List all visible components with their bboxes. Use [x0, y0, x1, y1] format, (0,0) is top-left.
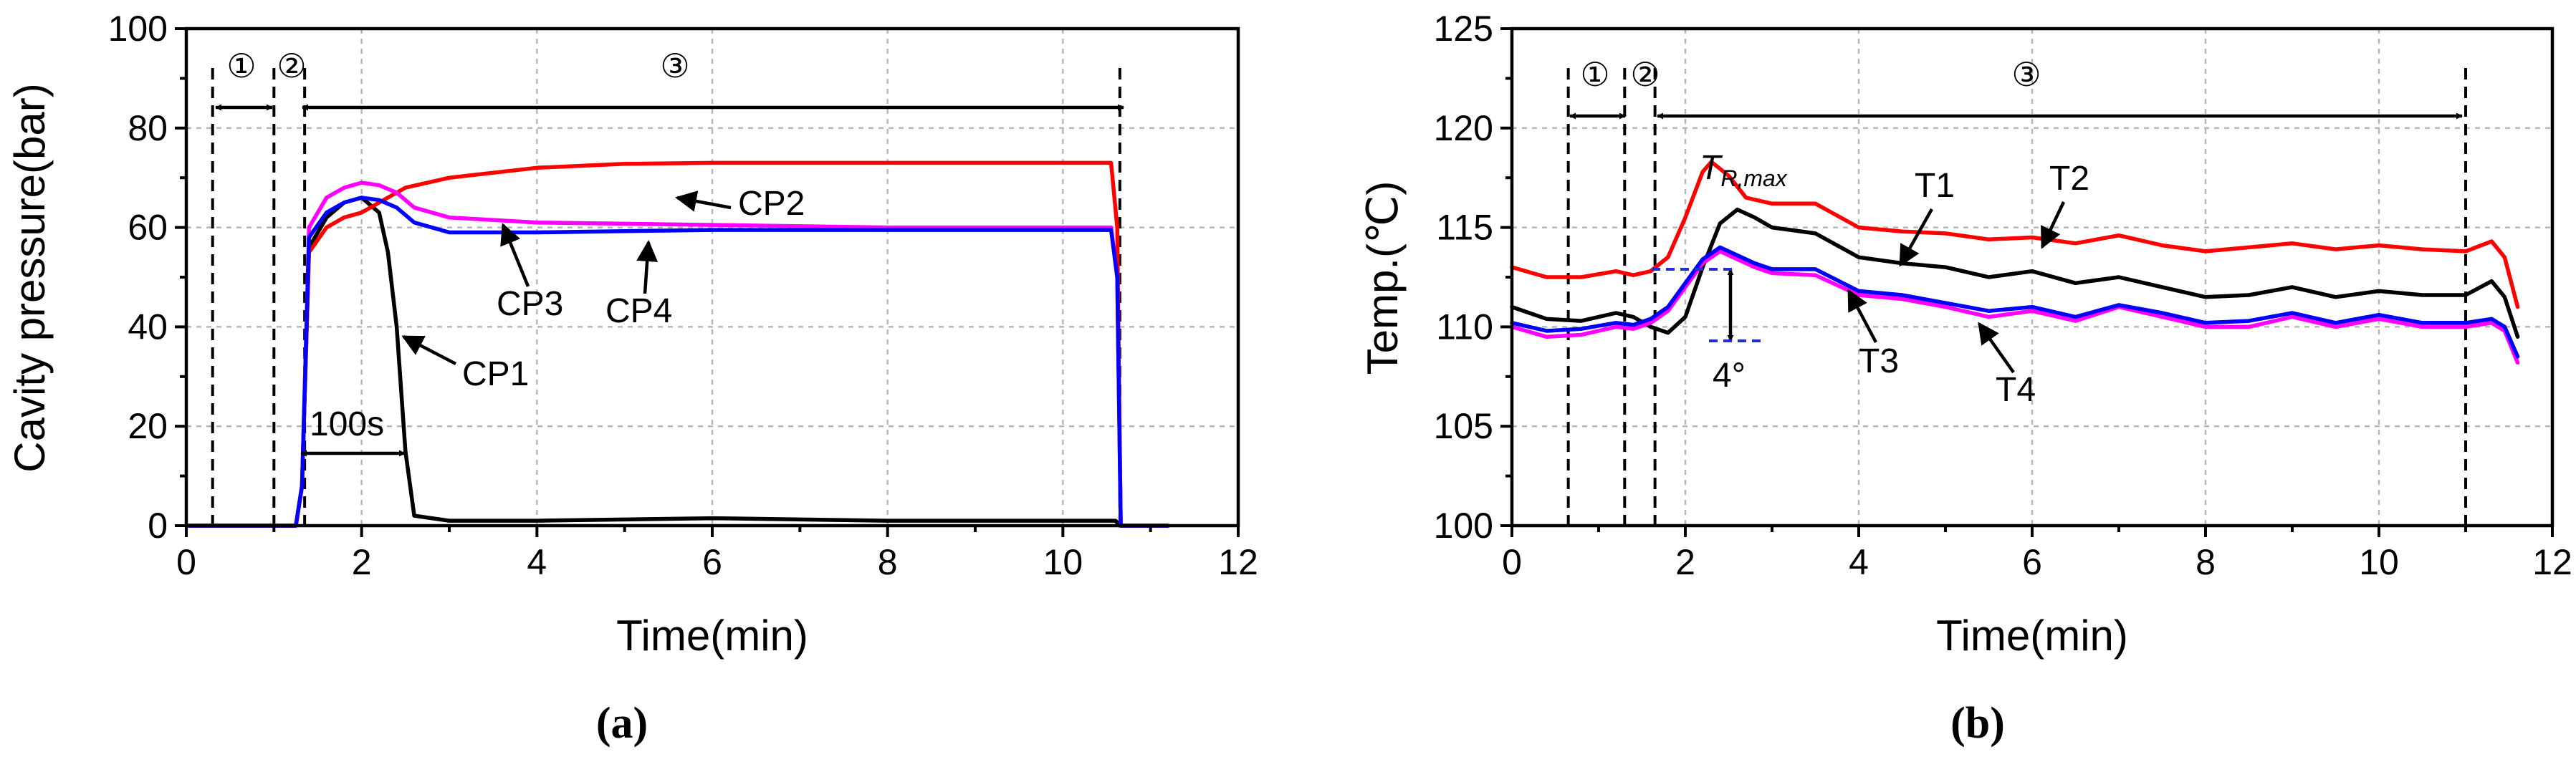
cp2-arrow: [675, 190, 732, 212]
cp4-label: CP4: [605, 292, 672, 330]
phase-2-label-a: ②: [277, 47, 306, 85]
y-axis-title-a: Cavity pressure(bar): [6, 83, 54, 473]
x-tick-label-a: 6: [702, 542, 722, 582]
x-tick-label-a: 8: [878, 542, 898, 582]
x-tick-label-b: 0: [1502, 542, 1522, 582]
chart-panel-b: 0 2 4 6 8 10 12 100 105 110 115 120 125 ① ② ③ TR,max…: [1359, 9, 2572, 748]
series-a: [184, 160, 1170, 528]
y-tick-label-a: 100: [108, 9, 168, 49]
cp3-label: CP3: [497, 285, 563, 323]
series-line-cp2: [184, 160, 1170, 528]
x-axis-title-b: Time(min): [1936, 612, 2128, 660]
series-line-cp1: [184, 196, 1170, 528]
grid-a: [186, 29, 1238, 526]
series-line-t4: [1510, 245, 2520, 359]
x-axis-title-a: Time(min): [616, 612, 808, 660]
x-tick-label-b: 12: [2532, 542, 2572, 582]
t2-arrow: [2040, 201, 2066, 249]
y-tick-label-b: 100: [1434, 506, 1493, 546]
series-b: [1510, 160, 2520, 365]
t4-label: T4: [1996, 371, 2036, 409]
t3-label: T3: [1859, 342, 1899, 380]
y-tick-label-b: 110: [1436, 307, 1493, 347]
t1-label: T1: [1915, 167, 1955, 205]
y-axis-title-b: Temp.(℃): [1359, 181, 1407, 375]
y-tick-label-b: 105: [1434, 406, 1493, 446]
x-tick-label-b: 6: [2022, 542, 2042, 582]
x-tick-label-b: 10: [2359, 542, 2399, 582]
t4-arrow: [1978, 322, 2015, 374]
cp2-label: CP2: [738, 185, 805, 223]
x-tick-label-a: 0: [176, 542, 196, 582]
panel-label-a: (a): [596, 699, 648, 748]
x-tick-label-b: 4: [1849, 542, 1869, 582]
series-line-t1: [1510, 207, 2520, 339]
cp4-arrow: [636, 240, 659, 294]
t2-label: T2: [2049, 160, 2089, 198]
phase-3-label-a: ③: [660, 47, 689, 85]
y-tick-label-b: 115: [1436, 208, 1493, 248]
y-tick-label-a: 80: [128, 108, 168, 148]
ticks-a: 0 2 4 6 8 10 12 0 20 40 60 80 100: [108, 9, 1258, 582]
phase-1-label-a: ①: [226, 47, 256, 85]
grid-b: [1512, 29, 2552, 526]
panel-label-b: (b): [1950, 699, 2005, 748]
phase-2-label-b: ②: [1630, 56, 1660, 93]
cp1-arrow: [401, 335, 457, 365]
x-tick-label-a: 10: [1043, 542, 1083, 582]
duration-label: 100s: [310, 405, 384, 443]
series-line-t2: [1510, 160, 2520, 309]
t1-arrow: [1899, 208, 1933, 267]
ticks-b: 0 2 4 6 8 10 12 100 105 110 115 120 125: [1434, 9, 2572, 582]
y-tick-label-a: 40: [128, 307, 168, 347]
phase-3-label-b: ③: [2011, 56, 2041, 93]
x-tick-label-a: 2: [352, 542, 372, 582]
chart-panel-a: 0 2 4 6 8 10 12 0 20 40 60 80 100 ① ② ③ 100s CP2 CP3…: [6, 9, 1258, 748]
y-tick-label-a: 0: [148, 506, 168, 546]
delta-label: 4°: [1713, 357, 1746, 395]
cp1-label: CP1: [462, 355, 529, 393]
x-tick-label-a: 12: [1218, 542, 1258, 582]
phase-1-label-b: ①: [1580, 56, 1609, 93]
y-tick-label-b: 125: [1434, 9, 1493, 49]
x-tick-label-b: 8: [2196, 542, 2216, 582]
trmax-label: TR,max: [1700, 149, 1788, 191]
y-tick-label-b: 120: [1434, 108, 1493, 148]
series-line-t3: [1510, 249, 2520, 365]
phase-lines-b: [1566, 68, 2467, 526]
y-tick-label-a: 20: [128, 406, 168, 446]
series-line-cp3: [184, 180, 1170, 528]
x-tick-label-b: 2: [1675, 542, 1695, 582]
x-tick-label-a: 4: [527, 542, 547, 582]
y-tick-label-a: 60: [128, 208, 168, 248]
series-line-cp4: [184, 196, 1170, 528]
cp3-arrow: [500, 223, 530, 287]
t3-arrow: [1847, 289, 1877, 344]
